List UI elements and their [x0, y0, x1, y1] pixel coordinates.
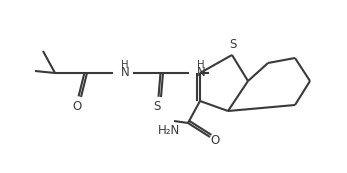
Text: H: H [121, 60, 129, 70]
Text: S: S [229, 39, 237, 52]
Text: H: H [197, 60, 205, 70]
Text: O: O [73, 99, 82, 112]
Text: N: N [197, 66, 205, 79]
Text: S: S [153, 101, 161, 113]
Text: O: O [210, 134, 220, 148]
Text: N: N [121, 66, 129, 79]
Text: H₂N: H₂N [158, 124, 180, 136]
